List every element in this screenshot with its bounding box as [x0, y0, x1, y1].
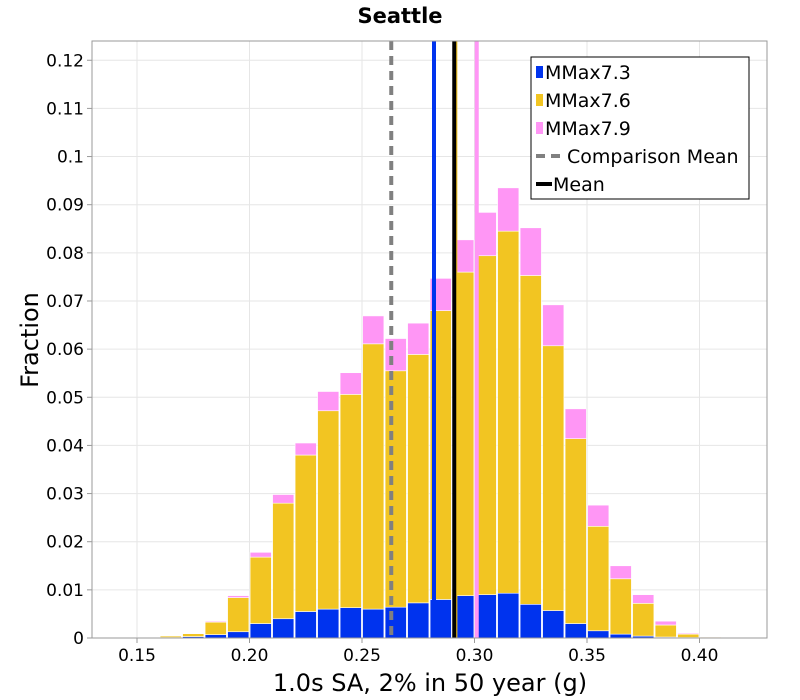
bar-segment-mmax7-9 — [587, 504, 610, 527]
y-tick-label: 0.06 — [46, 340, 84, 360]
legend-label-mmax7-6: MMax7.6 — [545, 90, 631, 112]
legend-label-mean: Mean — [553, 174, 605, 196]
bar-segment-mmax7-6 — [249, 556, 272, 624]
plot-frame — [91, 40, 768, 639]
bar-segment-mmax7-9 — [384, 338, 407, 372]
y-tick-label: 0.12 — [46, 51, 84, 71]
bar-segment-mmax7-9 — [249, 552, 272, 558]
bar-segment-mmax7-9 — [272, 494, 295, 504]
legend-swatch-mmax7-6 — [536, 94, 543, 106]
bar-segment-mmax7-6 — [159, 635, 182, 638]
bar-segment-mmax7-9 — [632, 594, 655, 604]
bar-segment-mmax7-6 — [384, 370, 407, 608]
bar-segment-mmax7-9 — [339, 372, 362, 395]
bar-segment-mmax7-6 — [272, 502, 295, 620]
bar-segment-mmax7-6 — [362, 343, 385, 610]
legend-label-comparison-mean: Comparison Mean — [567, 146, 739, 168]
x-tick-label: 0.20 — [231, 646, 269, 666]
bar-segment-mmax7-3 — [339, 607, 362, 639]
bar-segment-mmax7-6 — [182, 633, 205, 637]
bar-segment-mmax7-9 — [204, 620, 227, 623]
bar-segment-mmax7-6 — [677, 633, 700, 638]
bar-segment-mmax7-3 — [497, 592, 520, 639]
bar-segment-mmax7-9 — [497, 187, 520, 232]
bar-segment-mmax7-9 — [362, 315, 385, 345]
y-axis-label: Fraction — [16, 292, 44, 388]
bar-segment-mmax7-6 — [497, 230, 520, 594]
bar-segment-mmax7-9 — [519, 227, 542, 276]
mean-lines — [389, 41, 479, 638]
bar-segment-mmax7-9 — [677, 632, 700, 635]
bar-segment-mmax7-9 — [542, 304, 565, 347]
bar-segment-mmax7-9 — [654, 620, 677, 626]
bar-segment-mmax7-6 — [294, 454, 317, 612]
x-tick-label: 0.35 — [568, 646, 606, 666]
legend-box — [530, 56, 750, 200]
bar-segment-mmax7-6 — [317, 410, 340, 610]
y-tick-label: 0.09 — [46, 196, 84, 216]
bar-segment-mmax7-6 — [542, 345, 565, 611]
bar-segment-mmax7-9 — [227, 595, 250, 598]
bar-segment-mmax7-3 — [519, 603, 542, 639]
bar-segment-mmax7-3 — [204, 634, 227, 639]
x-tick-label: 0.15 — [118, 646, 156, 666]
bar-segment-mmax7-9 — [317, 391, 340, 412]
y-tick-label: 0.05 — [46, 388, 84, 408]
bars — [137, 187, 745, 639]
bar-segment-mmax7-3 — [249, 623, 272, 639]
bar-segment-mmax7-9 — [294, 442, 317, 456]
y-tick-label: 0.07 — [46, 292, 84, 312]
bar-segment-mmax7-9 — [609, 565, 632, 580]
bar-segment-mmax7-6 — [227, 597, 250, 633]
bar-segment-mmax7-3 — [564, 623, 587, 639]
y-tick-label: 0.08 — [46, 244, 84, 264]
bar-segment-mmax7-3 — [587, 630, 610, 639]
bar-segment-mmax7-6 — [519, 275, 542, 605]
x-axis-label: 1.0s SA, 2% in 50 year (g) — [273, 669, 587, 697]
bar-segment-mmax7-3 — [542, 610, 565, 639]
bar-segment-mmax7-3 — [317, 608, 340, 639]
y-tick-label: 0.11 — [46, 99, 84, 119]
bar-segment-mmax7-3 — [227, 631, 250, 639]
bar-segment-mmax7-3 — [407, 602, 430, 639]
bar-segment-mmax7-3 — [609, 633, 632, 639]
y-tick-label: 0 — [73, 629, 84, 649]
legend-label-mmax7-3: MMax7.3 — [545, 62, 631, 84]
y-tick-label: 0.02 — [46, 533, 84, 553]
x-tick-label: 0.25 — [343, 646, 381, 666]
legend-swatch-mmax7-3 — [536, 66, 543, 78]
y-axis-ticks: 0 0.01 0.02 0.03 0.04 0.05 0.06 0.07 0.08 0.09 0.1… — [46, 51, 92, 649]
bar-segment-mmax7-6 — [632, 603, 655, 637]
y-tick-label: 0.1 — [57, 148, 84, 168]
y-tick-label: 0.03 — [46, 485, 84, 505]
bar-segment-mmax7-6 — [204, 621, 227, 635]
legend-swatch-mmax7-9 — [536, 122, 543, 134]
bar-segment-mmax7-3 — [362, 608, 385, 639]
x-axis-ticks: 0.15 0.20 0.25 0.30 0.35 0.40 — [118, 638, 718, 666]
x-tick-label: 0.30 — [456, 646, 494, 666]
bar-segment-mmax7-6 — [339, 394, 362, 608]
y-tick-label: 0.01 — [46, 581, 84, 601]
y-tick-label: 0.04 — [46, 436, 84, 456]
legend: MMax7.3 MMax7.6 MMax7.9 Comparison Mean Mean — [530, 56, 750, 200]
bar-segment-mmax7-6 — [564, 438, 587, 624]
bar-segment-mmax7-6 — [654, 624, 677, 638]
bar-segment-mmax7-9 — [407, 322, 430, 355]
bar-segment-mmax7-6 — [587, 526, 610, 632]
chart-title: Seattle — [357, 4, 442, 28]
bar-segment-mmax7-9 — [564, 408, 587, 439]
bar-segment-mmax7-6 — [407, 354, 430, 604]
bar-segment-mmax7-3 — [384, 606, 407, 639]
bar-segment-mmax7-3 — [294, 611, 317, 639]
bar-segment-mmax7-6 — [609, 578, 632, 635]
legend-label-mmax7-9: MMax7.9 — [545, 118, 631, 140]
bar-segment-mmax7-3 — [272, 618, 295, 639]
x-tick-label: 0.40 — [681, 646, 719, 666]
